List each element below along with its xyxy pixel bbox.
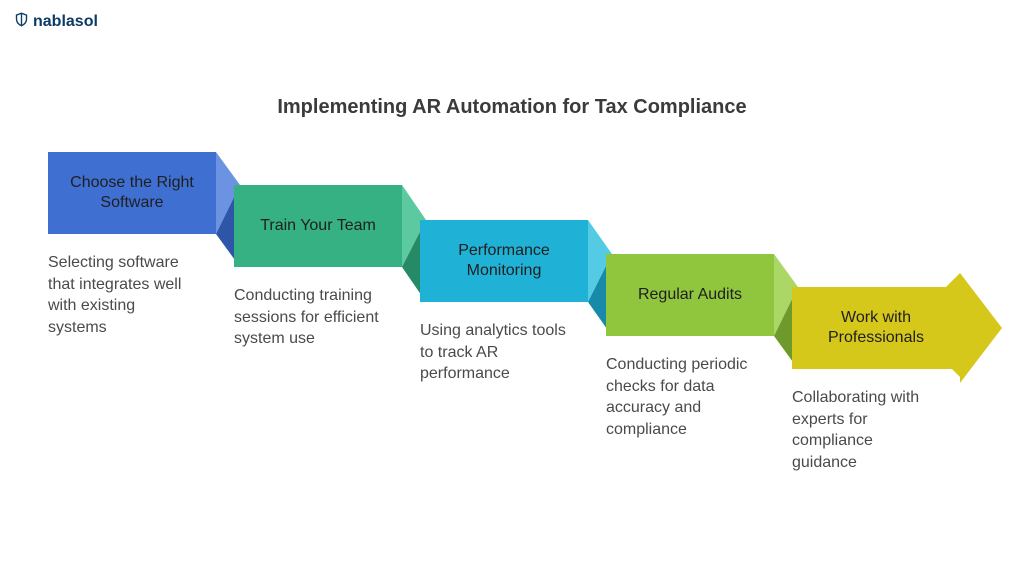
step-banner: Performance Monitoring	[420, 220, 588, 302]
process-step: Regular Audits Conducting periodic checks…	[606, 254, 774, 440]
process-ribbon: Choose the Right Software Selecting softw…	[48, 152, 994, 512]
step-banner: Train Your Team	[234, 185, 402, 267]
step-caption: Using analytics tools to track AR perfor…	[420, 320, 570, 385]
brand-name: nablasol	[33, 13, 98, 31]
step-banner: Choose the Right Software	[48, 152, 216, 234]
shield-icon	[14, 12, 29, 32]
step-banner: Work with Professionals	[792, 287, 960, 369]
page-title: Implementing AR Automation for Tax Compl…	[0, 96, 1024, 119]
arrow-notch-icon	[946, 273, 960, 293]
step-banner: Regular Audits	[606, 254, 774, 336]
arrow-notch-icon	[946, 363, 960, 383]
step-caption: Conducting periodic checks for data accu…	[606, 354, 756, 440]
step-caption: Selecting software that integrates well …	[48, 252, 198, 338]
process-step: Performance Monitoring Using analytics to…	[420, 220, 588, 385]
step-caption: Conducting training sessions for efficie…	[234, 285, 384, 350]
step-caption: Collaborating with experts for complianc…	[792, 387, 942, 473]
process-step: Choose the Right Software Selecting softw…	[48, 152, 216, 338]
brand-logo: nablasol	[14, 12, 98, 32]
process-step: Train Your Team Conducting training sessi…	[234, 185, 402, 350]
arrow-head-icon	[960, 273, 1002, 389]
process-step: Work with Professionals Collaborating wit…	[792, 287, 960, 473]
